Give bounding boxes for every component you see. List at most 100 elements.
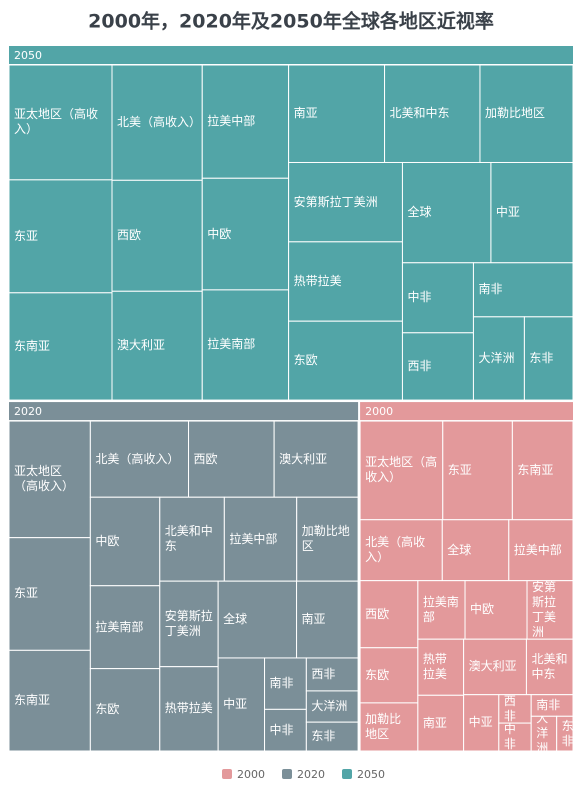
treemap-cell xyxy=(463,638,527,696)
cell-label: 全球 xyxy=(407,205,432,220)
cell-label: 东亚 xyxy=(447,462,472,477)
legend-label: 2000 xyxy=(237,768,265,781)
cell-label: 安第斯拉丁美洲 xyxy=(532,580,557,639)
cell-label-box: 南非 xyxy=(478,282,502,296)
treemap-cell xyxy=(8,649,91,752)
group-label: 2020 xyxy=(14,405,42,418)
treemap-cell xyxy=(305,721,359,752)
cell-label: 澳大利亚 xyxy=(468,659,517,674)
treemap-cell xyxy=(417,694,465,752)
treemap-cell xyxy=(359,580,419,649)
cell-label: 亚太地区（高收入） xyxy=(14,464,75,494)
cell-label-box: 东欧 xyxy=(95,702,120,717)
cell-label: 拉美中部 xyxy=(513,542,562,557)
cell-label: 中亚 xyxy=(223,696,248,711)
cell-label: 澳大利亚 xyxy=(279,451,328,466)
legend-swatch xyxy=(282,769,292,779)
treemap-cell xyxy=(8,292,113,401)
cell-label: 南亚 xyxy=(301,612,326,627)
group-label: 2000 xyxy=(365,405,393,418)
cell-label: 中欧 xyxy=(470,602,495,617)
cell-label: 北美和中东 xyxy=(531,651,568,681)
cell-label-box: 东欧 xyxy=(293,353,318,368)
group-header xyxy=(9,46,573,64)
cell-label: 西欧 xyxy=(117,228,142,243)
cell-label-box: 澳大利亚 xyxy=(468,659,517,674)
cell-label: 全球 xyxy=(223,612,248,627)
cell-label: 拉美南部 xyxy=(207,337,256,352)
treemap-cell xyxy=(442,420,513,521)
treemap-cell xyxy=(288,241,403,322)
legend-swatch xyxy=(342,769,352,779)
cell-label: 东欧 xyxy=(95,702,120,717)
cell-label: 中亚 xyxy=(468,715,493,730)
cell-label: 拉美中部 xyxy=(229,531,278,546)
treemap-cell xyxy=(111,179,203,292)
cell-label: 东南亚 xyxy=(14,693,51,708)
treemap-cell xyxy=(159,580,219,668)
treemap-cell xyxy=(217,657,266,752)
legend-label: 2020 xyxy=(297,768,325,781)
cell-label-box: 拉美南部 xyxy=(423,595,459,624)
treemap-cell xyxy=(401,262,474,334)
treemap-cell xyxy=(8,64,113,181)
cell-label-box: 大洋洲 xyxy=(311,699,348,714)
treemap-cell xyxy=(288,161,403,243)
treemap-cell xyxy=(472,316,525,401)
treemap-cell xyxy=(525,638,574,696)
cell-label-box: 拉美南部 xyxy=(95,620,143,634)
group-label: 2050 xyxy=(14,49,42,62)
cell-label: 中非 xyxy=(269,722,294,737)
cell-label-box: 南亚 xyxy=(423,716,447,730)
cell-label: 北美和中东 xyxy=(389,106,450,121)
cell-label-box: 东亚 xyxy=(14,586,39,601)
cell-label: 中欧 xyxy=(207,226,232,241)
cell-label: 东非 xyxy=(529,350,554,365)
cell-label-box: 大洋洲 xyxy=(478,351,514,365)
cell-label: 东非 xyxy=(561,718,573,748)
cell-label-box: 中非 xyxy=(269,722,294,737)
treemap-cell xyxy=(523,316,574,401)
cell-label-box: 加勒比地区 xyxy=(365,712,401,741)
cell-label: 西欧 xyxy=(365,606,390,621)
treemap-cell xyxy=(188,420,275,498)
treemap-cell xyxy=(498,722,532,752)
cell-label-box: 热带拉美 xyxy=(423,652,447,681)
treemap-cell xyxy=(498,694,532,724)
group-header xyxy=(360,402,573,421)
group-header xyxy=(9,402,359,421)
cell-label-box: 东非 xyxy=(561,718,573,748)
cell-label: 热带拉美 xyxy=(164,701,213,716)
treemap-cell xyxy=(490,161,574,264)
cell-label: 大洋洲 xyxy=(311,699,348,714)
cell-label-box: 安第斯拉丁美洲 xyxy=(165,609,213,638)
cell-label: 东亚 xyxy=(14,586,39,601)
cell-label-box: 全球 xyxy=(223,612,248,627)
cell-label-box: 东亚 xyxy=(447,462,472,477)
cell-label: 北美和中东 xyxy=(164,524,213,554)
treemap-cell xyxy=(217,580,298,659)
cell-label-box: 安第斯拉丁美洲 xyxy=(294,195,378,209)
cell-label-box: 亚太地区（高收入） xyxy=(14,107,98,136)
cell-label-box: 西欧 xyxy=(194,452,218,466)
cell-label: 西非 xyxy=(311,666,336,681)
cell-label: 加勒比地区 xyxy=(301,524,350,554)
cell-label: 北美（高收入） xyxy=(117,115,202,130)
treemap-cell xyxy=(359,647,419,704)
cell-label: 亚太地区（高收入） xyxy=(365,455,438,485)
cell-label-box: 中亚 xyxy=(223,696,248,711)
cell-label: 西非 xyxy=(503,694,516,723)
cell-label: 东欧 xyxy=(365,667,390,682)
cell-label-box: 中欧 xyxy=(207,226,232,241)
cell-label-box: 热带拉美 xyxy=(164,701,213,716)
treemap-cell xyxy=(417,580,466,640)
cell-label: 东亚 xyxy=(14,228,39,243)
cell-label-box: 东非 xyxy=(529,350,554,365)
cell-label: 澳大利亚 xyxy=(117,338,166,353)
cell-label-box: 安第斯拉丁美洲 xyxy=(532,580,557,639)
cell-label-box: 西非 xyxy=(503,694,516,723)
cell-label: 东欧 xyxy=(293,353,318,368)
cell-label-box: 拉美中部 xyxy=(229,531,278,546)
cell-label-box: 北美（高收入） xyxy=(117,115,202,130)
treemap-cell xyxy=(305,657,359,692)
